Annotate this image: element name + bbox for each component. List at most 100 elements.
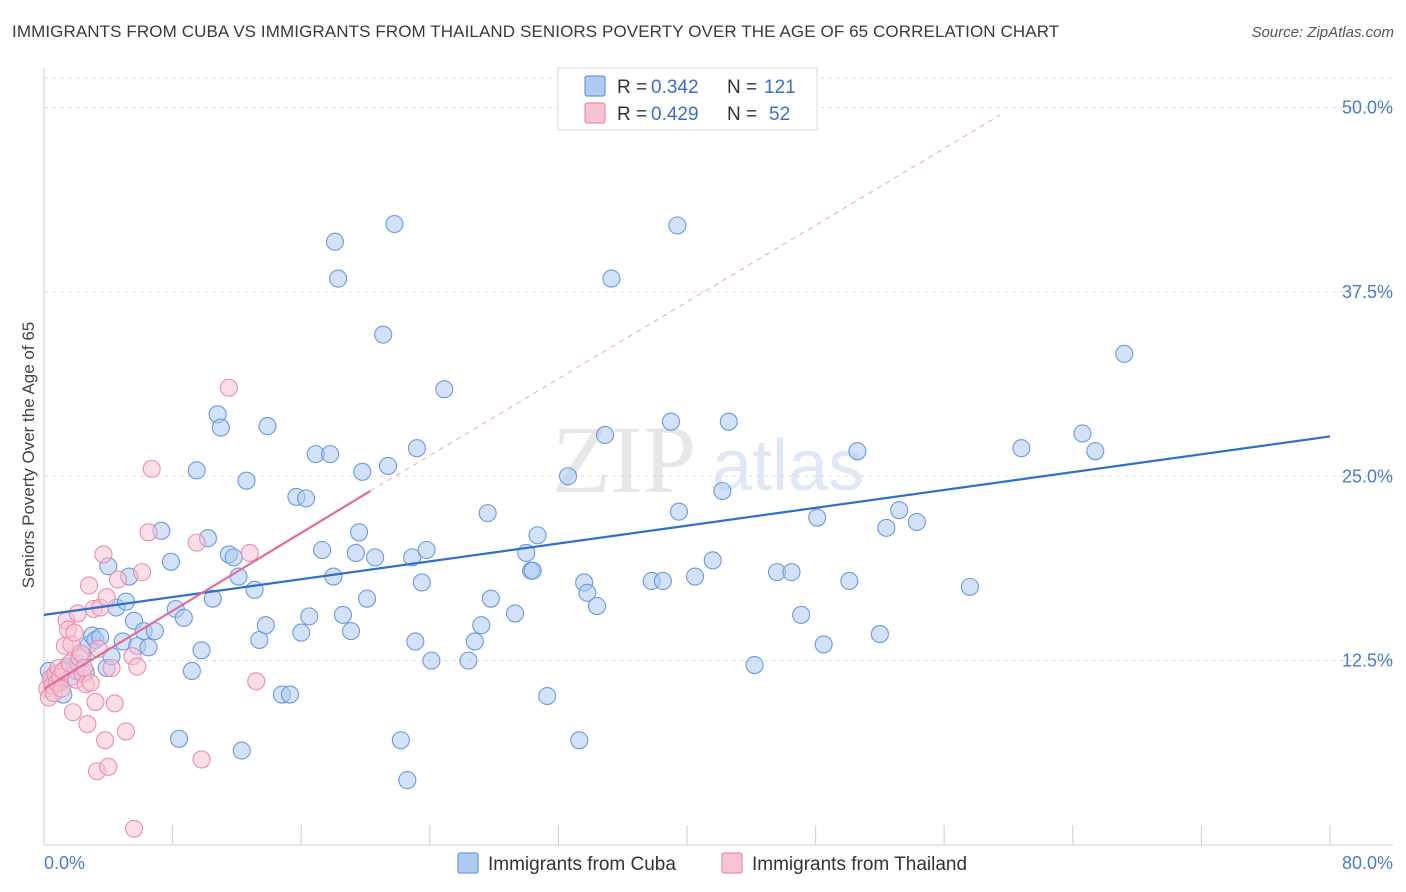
thailand-point	[116, 722, 136, 741]
thailand-trend-dashed	[370, 114, 1001, 492]
cuba-point	[321, 445, 340, 464]
cuba-point	[187, 461, 206, 480]
cuba-point	[505, 604, 525, 623]
correlation-legend: R = 0.342 N = 121 R = 0.429 N = 52	[557, 67, 818, 131]
cuba-point	[870, 625, 889, 644]
cuba-point	[558, 467, 578, 486]
cuba-point	[378, 456, 398, 475]
thailand-point	[94, 545, 113, 564]
thailand-point	[219, 378, 238, 397]
cuba-point	[412, 573, 431, 592]
bottom-legend-label-cuba: Immigrants from Cuba	[488, 854, 676, 875]
cuba-trend-line	[43, 435, 1331, 616]
y-tick-label: 25.0%	[1342, 466, 1393, 486]
legend-n-value-thailand: 52	[769, 104, 790, 125]
thailand-point	[68, 604, 87, 623]
cuba-point	[296, 489, 316, 508]
cuba-point	[669, 502, 689, 521]
cuba-point	[353, 462, 372, 481]
axes	[43, 68, 1393, 846]
cuba-point	[366, 548, 385, 567]
cuba-point	[300, 607, 319, 626]
cuba-point	[333, 605, 353, 624]
cuba-point	[1086, 442, 1105, 461]
cuba-point	[538, 686, 557, 706]
cuba-point	[713, 481, 732, 501]
cuba-point	[237, 471, 256, 490]
y-tick-labels: 12.5% 25.0% 37.5% 50.0%	[1342, 98, 1393, 671]
thailand-point	[192, 750, 211, 769]
thailand-points	[38, 378, 266, 838]
thailand-point	[65, 623, 84, 642]
thailand-point	[105, 694, 124, 713]
cuba-point	[374, 325, 393, 344]
cuba-point	[653, 571, 672, 591]
cuba-point	[325, 232, 345, 251]
thailand-point	[142, 459, 161, 478]
x-tick-label-max: 80.0%	[1342, 853, 1393, 873]
thailand-point	[71, 644, 91, 663]
cuba-point	[668, 216, 687, 235]
cuba-point	[391, 731, 410, 750]
cuba-point	[385, 214, 404, 234]
legend-r-label-thailand: R =	[617, 104, 647, 125]
chart-title: IMMIGRANTS FROM CUBA VS IMMIGRANTS FROM …	[12, 22, 1060, 41]
thailand-point	[240, 543, 259, 563]
legend-n-label-thailand: N =	[727, 104, 757, 125]
cuba-point	[587, 596, 607, 616]
cuba-point	[346, 543, 365, 563]
cuba-point	[578, 583, 597, 602]
cuba-point	[403, 548, 422, 567]
cuba-point	[174, 608, 193, 627]
thailand-point	[52, 679, 71, 698]
thailand-point	[97, 588, 116, 607]
cuba-point	[341, 622, 361, 641]
watermark: ZIP atlas	[552, 406, 864, 513]
legend-r-label-cuba: R =	[617, 77, 647, 98]
bottom-legend-swatch-cuba	[457, 852, 479, 874]
cuba-point	[523, 561, 542, 580]
cuba-point	[256, 616, 275, 635]
thailand-point	[133, 563, 152, 582]
thailand-trend-line	[43, 490, 371, 690]
cuba-point	[398, 771, 417, 790]
cuba-point	[814, 635, 833, 654]
thailand-trend-extension	[370, 114, 1001, 492]
cuba-point	[808, 508, 827, 527]
cuba-point	[792, 605, 811, 624]
cuba-point	[745, 655, 764, 675]
legend-n-value-cuba: 121	[764, 77, 796, 98]
legend-n-label-cuba: N =	[727, 77, 757, 98]
bottom-legend-swatch-thailand	[721, 852, 743, 874]
cuba-point	[329, 269, 348, 288]
cuba-point	[960, 577, 979, 596]
thailand-point	[128, 657, 147, 676]
cuba-point	[313, 540, 332, 560]
cuba-point	[848, 442, 867, 461]
thailand-point	[108, 570, 127, 589]
cuba-point	[877, 518, 896, 537]
cuba-point	[459, 651, 478, 670]
source-label: Source: ZipAtlas.com	[1251, 24, 1394, 41]
cuba-point	[890, 501, 909, 520]
cuba-point	[661, 412, 680, 431]
thailand-point	[139, 523, 158, 542]
thailand-point	[187, 533, 206, 552]
y-tick-label: 37.5%	[1342, 282, 1393, 302]
cuba-point	[907, 512, 926, 532]
cuba-point	[280, 685, 299, 704]
cuba-point	[203, 589, 222, 608]
legend-r-value-cuba: 0.342	[651, 77, 699, 98]
cuba-point	[211, 418, 230, 437]
thailand-point	[63, 703, 82, 722]
y-axis-label: Seniors Poverty Over the Age of 65	[19, 322, 38, 588]
cuba-point	[595, 425, 615, 445]
cuba-point	[782, 563, 801, 582]
cuba-point	[840, 571, 859, 591]
legend-r-value-thailand: 0.429	[651, 104, 699, 125]
cuba-point	[1073, 424, 1092, 443]
thailand-point	[79, 576, 99, 595]
cuba-point	[182, 661, 201, 681]
bottom-legend-label-thailand: Immigrants from Thailand	[752, 854, 967, 875]
thailand-point	[86, 692, 105, 711]
